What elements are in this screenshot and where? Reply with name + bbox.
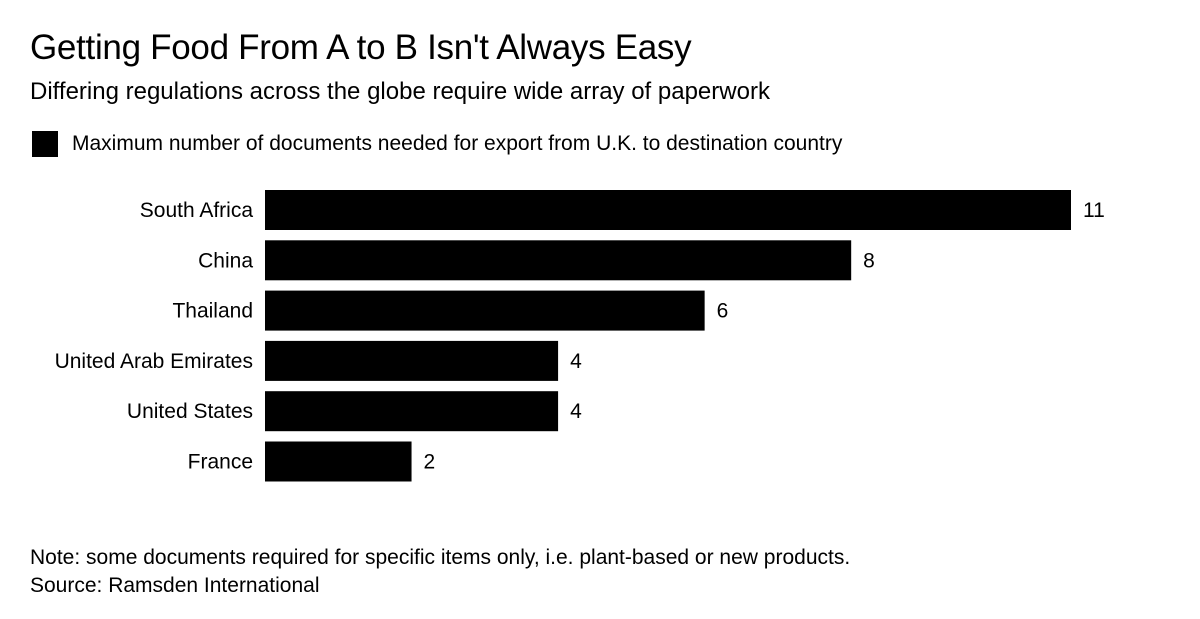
data-label: 2 [424,451,436,474]
category-label: France [188,451,253,474]
data-label: 6 [717,300,729,323]
legend-swatch [32,131,58,157]
category-label: Thailand [172,300,253,323]
chart-note: Note: some documents required for specif… [30,546,851,569]
bar [265,391,559,432]
bar [265,240,852,281]
chart-footer: Note: some documents required for specif… [30,544,850,600]
data-label: 4 [570,400,582,423]
chart-source: Source: Ramsden International [30,574,320,597]
category-label: United Arab Emirates [55,350,253,373]
bar [265,340,559,381]
bar [265,290,705,331]
bar [265,190,1071,230]
legend-label: Maximum number of documents needed for e… [72,132,843,155]
data-label: 11 [1083,199,1105,222]
category-label: United States [127,400,253,423]
category-label: South Africa [140,199,254,222]
chart-subtitle: Differing regulations across the globe r… [30,78,770,105]
category-label: China [198,249,253,272]
data-label: 4 [570,350,582,373]
data-label: 8 [863,249,875,272]
legend: Maximum number of documents needed for e… [32,130,842,158]
chart-title: Getting Food From A to B Isn't Always Ea… [30,28,692,67]
bar [265,441,412,482]
bar-chart: South Africa 11 China 8 Thailand 6 United Arab… [55,190,1105,482]
